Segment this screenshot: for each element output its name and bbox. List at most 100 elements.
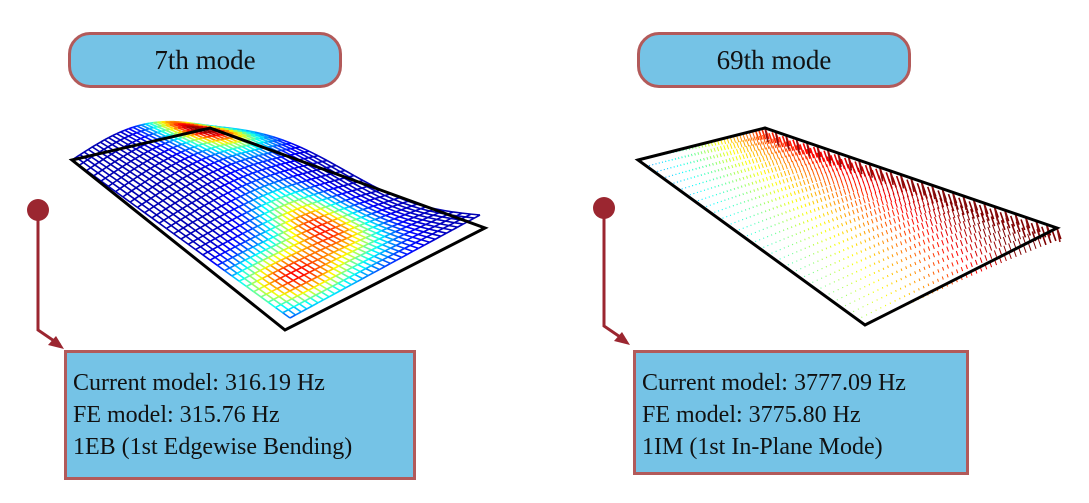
displacement-mark: [803, 229, 806, 232]
mesh-line: [225, 172, 231, 176]
mesh-line: [184, 158, 194, 165]
mesh-line: [322, 273, 331, 280]
displacement-mark: [687, 154, 690, 157]
mesh-line: [256, 207, 265, 215]
displacement-mark: [976, 214, 981, 225]
mesh-line: [133, 165, 139, 170]
mesh-line: [234, 224, 241, 229]
mesh-line: [165, 128, 170, 131]
mesh-line: [264, 264, 271, 269]
mesh-line: [177, 131, 183, 134]
mesh-line: [379, 250, 386, 255]
displacement-mark: [769, 146, 773, 155]
displacement-mark: [808, 185, 812, 191]
displacement-mark: [846, 203, 850, 209]
displacement-mark: [823, 180, 827, 187]
displacement-mark: [965, 255, 969, 261]
displacement-mark: [943, 221, 948, 229]
mesh-line: [340, 199, 347, 203]
displacement-mark: [710, 171, 713, 174]
mesh-line: [182, 207, 191, 215]
displacement-mark: [877, 242, 880, 246]
mesh-line: [248, 165, 258, 173]
mesh-line: [328, 189, 338, 196]
displacement-mark: [939, 223, 943, 230]
mesh-line: [311, 276, 318, 281]
mesh-line: [293, 200, 303, 208]
mesh-line: [246, 181, 252, 186]
mesh-line: [338, 185, 344, 188]
displacement-mark: [900, 250, 903, 254]
displacement-mark: [801, 213, 804, 216]
mesh-line: [361, 187, 372, 194]
mesh-line: [224, 210, 230, 215]
displacement-mark: [825, 187, 829, 193]
displacement-mark: [999, 212, 1005, 224]
displacement-mark: [1014, 213, 1020, 228]
displacement-mark: [782, 179, 785, 184]
mesh-line: [270, 246, 279, 254]
mesh-line: [268, 210, 278, 218]
mesh-line: [125, 171, 131, 176]
mesh-line: [267, 298, 275, 303]
mesh-line: [268, 140, 278, 147]
displacement-mark: [801, 188, 804, 193]
displacement-mark: [709, 156, 712, 160]
mesh-line: [277, 189, 287, 197]
mesh-line: [159, 150, 165, 155]
mesh-line: [186, 134, 191, 138]
mesh-line: [295, 234, 305, 242]
mesh-line: [253, 163, 263, 171]
mesh-line: [287, 309, 297, 316]
mesh-line: [169, 127, 175, 131]
mesh-line: [420, 239, 430, 244]
mesh-line: [259, 142, 269, 148]
mesh-line: [298, 300, 306, 305]
mesh-line: [131, 187, 137, 192]
displacement-mark: [864, 257, 867, 260]
mesh-line: [249, 191, 259, 199]
mesh-line: [357, 245, 364, 250]
mesh-line: [198, 132, 204, 135]
displacement-mark: [710, 148, 713, 153]
mesh-line: [203, 204, 213, 212]
displacement-mark: [870, 193, 874, 201]
displacement-mark: [819, 181, 823, 188]
displacement-mark: [798, 158, 803, 167]
mesh-line: [275, 244, 285, 251]
mesh-line: [284, 290, 291, 295]
mesh-line: [204, 240, 211, 245]
mesh-line: [145, 197, 152, 202]
mesh-line: [210, 191, 219, 199]
displacement-mark: [934, 216, 938, 225]
mesh-line: [156, 183, 165, 191]
mesh-line: [238, 206, 248, 214]
mesh-line: [369, 220, 379, 226]
displacement-mark: [839, 190, 843, 197]
displacement-mark: [837, 199, 840, 205]
mesh-line: [165, 208, 174, 215]
mesh-line: [298, 198, 308, 206]
mesh-line: [118, 158, 128, 165]
mesh-line: [261, 202, 267, 207]
mesh-line: [392, 225, 402, 231]
mesh-line: [176, 145, 186, 151]
mesh-line: [194, 178, 200, 182]
mesh-line: [260, 205, 270, 213]
displacement-mark: [858, 198, 862, 205]
mesh-line: [415, 241, 425, 247]
displacement-mark: [888, 219, 892, 226]
mesh-line: [182, 224, 189, 229]
mesh-line: [267, 220, 276, 228]
mesh-line: [232, 187, 238, 192]
mesh-line: [106, 153, 112, 158]
displacement-mark: [879, 215, 883, 221]
mesh-line: [261, 167, 267, 171]
mesh-line: [330, 202, 337, 206]
mesh-line: [190, 229, 196, 235]
mesh-line: [335, 272, 342, 277]
undeformed-outline-69th: [634, 126, 1061, 327]
mesh-line: [335, 224, 341, 229]
mesh-line: [228, 179, 235, 184]
mesh-line: [187, 165, 197, 172]
